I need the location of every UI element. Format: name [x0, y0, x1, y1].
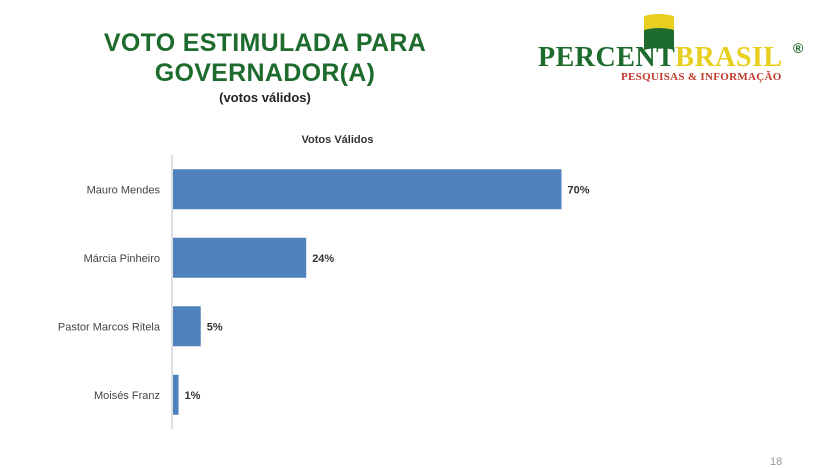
bar: [173, 169, 562, 210]
bar: [173, 237, 307, 278]
flag-icon: [644, 14, 674, 50]
chart-plot: Mauro Mendes 70% Márcia Pinheiro 24% Pastor …: [58, 155, 590, 429]
logo-tagline: PESQUISAS & INFORMAÇÃO: [621, 71, 782, 83]
title-line-1: VOTO ESTIMULADA PARA: [103, 29, 427, 57]
category-label: Mauro Mendes: [87, 184, 161, 196]
page-number: 18: [770, 456, 783, 468]
bar-chart: Votos Válidos Mauro Mendes 70% Márcia Pinh…: [0, 120, 825, 440]
title-subtitle: (votos válidos): [219, 90, 311, 105]
logo-percent-text: PERCENT: [538, 42, 676, 73]
logo-wordmark: PERCENTBRASIL: [538, 42, 783, 74]
bar: [173, 306, 201, 347]
category-label: Moisés Franz: [94, 390, 160, 402]
data-label: 24%: [312, 253, 334, 265]
logo-brasil-text: BRASIL: [675, 42, 783, 73]
chart-title: Votos Válidos: [301, 134, 374, 146]
bar: [173, 374, 179, 415]
title-line-2: GOVERNADOR(A): [154, 59, 376, 87]
registered-mark: ®: [793, 40, 804, 56]
data-label: 5%: [207, 321, 223, 333]
category-label: Pastor Marcos Ritela: [58, 321, 161, 333]
percentbrasil-logo: PERCENTBRASIL ® PESQUISAS & INFORMAÇÃO: [538, 10, 818, 90]
category-label: Márcia Pinheiro: [84, 253, 160, 265]
data-label: 1%: [185, 390, 201, 402]
data-label: 70%: [568, 184, 590, 196]
slide-title: VOTO ESTIMULADA PARA GOVERNADOR(A) (voto…: [40, 28, 490, 105]
